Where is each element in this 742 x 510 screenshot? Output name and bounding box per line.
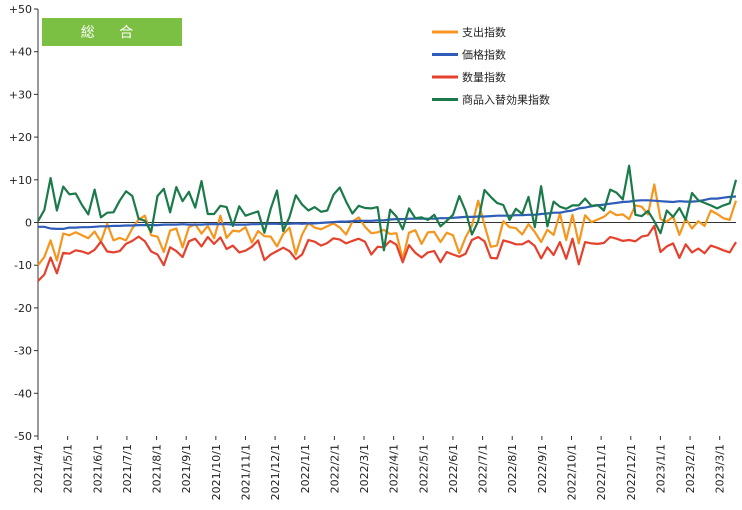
x-tick-label: 2021/6/1 [91, 444, 104, 493]
series-line-4 [37, 164, 738, 252]
x-tick-label: 2023/2/1 [684, 444, 697, 493]
x-tick-label: 2021/5/1 [62, 444, 75, 493]
y-tick-label: +40 [9, 46, 32, 59]
x-tick-label: 2021/8/1 [151, 444, 164, 493]
y-tick-label: +20 [9, 131, 32, 144]
y-tick-label: +10 [9, 174, 32, 187]
x-tick-label: 2021/11/1 [239, 444, 252, 500]
x-tick-label: 2022/5/1 [417, 444, 430, 493]
y-tick-labels: +50 +40 +30 +20 +10 0 -10 -20 -30 -40 -50 [9, 3, 38, 443]
x-tick-label: 2021/4/1 [32, 444, 45, 493]
series-lines [37, 164, 738, 282]
series-line-2 [38, 195, 737, 230]
x-tick-label: 2022/9/1 [536, 444, 549, 493]
chart-badge: 総 合 [42, 18, 182, 46]
x-tick-label: 2021/9/1 [180, 444, 193, 493]
legend-label: 支出指数 [462, 25, 506, 39]
axes [37, 9, 736, 436]
x-tick-labels: 2021/4/1 2021/5/1 2021/6/1 2021/7/1 2021/8/1… [32, 436, 727, 500]
x-tick-label: 2021/10/1 [210, 444, 223, 500]
legend-label: 数量指数 [462, 70, 506, 84]
x-tick-label: 2022/12/1 [625, 444, 638, 500]
x-tick-label: 2023/3/1 [714, 444, 727, 493]
y-tick-label: -50 [14, 430, 32, 443]
x-tick-label: 2021/12/1 [269, 444, 282, 500]
y-tick-label: +50 [9, 3, 32, 16]
chart-badge-background [42, 18, 182, 46]
series-line-3 [37, 224, 737, 282]
y-tick-label: -30 [14, 345, 32, 358]
x-tick-label: 2022/8/1 [506, 444, 519, 493]
x-tick-label: 2022/11/1 [595, 444, 608, 500]
x-tick-label: 2022/2/1 [328, 444, 341, 493]
x-tick-label: 2022/6/1 [447, 444, 460, 493]
x-tick-label: 2023/1/1 [654, 444, 667, 493]
x-tick-label: 2022/7/1 [477, 444, 490, 493]
y-tick-label: -40 [14, 387, 32, 400]
x-tick-label: 2022/1/1 [299, 444, 312, 493]
y-tick-label: 0 [25, 217, 32, 230]
x-tick-label: 2021/7/1 [121, 444, 134, 493]
y-tick-label: +30 [9, 88, 32, 101]
y-tick-label: -10 [14, 259, 32, 272]
x-tick-label: 2022/10/1 [566, 444, 579, 500]
x-tick-label: 2022/4/1 [388, 444, 401, 493]
x-tick-label: 2022/3/1 [358, 444, 371, 493]
legend-label: 価格指数 [462, 48, 506, 62]
y-tick-label: -20 [14, 302, 32, 315]
legend-label: 商品入替効果指数 [462, 93, 550, 107]
chart-badge-text: 総 合 [81, 25, 143, 41]
